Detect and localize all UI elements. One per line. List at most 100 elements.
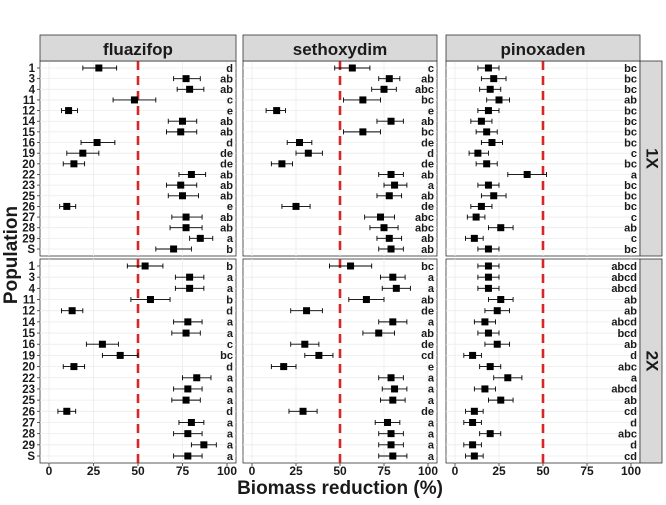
y-tick-label: 23	[22, 384, 35, 396]
letter-label-pinoxaden-1X: bc	[624, 191, 637, 203]
letter-label-sethoxydim-2X: a	[428, 451, 435, 463]
x-tick-label: 25	[289, 464, 303, 478]
data-point-sethoxydim-2X	[347, 262, 355, 270]
letter-label-pinoxaden-2X: ab	[624, 306, 637, 318]
letter-label-fluazifop-2X: a	[227, 283, 234, 295]
data-point-fluazifop-2X	[116, 351, 124, 359]
letter-label-fluazifop-1X: ab	[220, 116, 233, 128]
letter-label-sethoxydim-2X: ab	[421, 328, 434, 340]
letter-label-fluazifop-2X: bc	[220, 350, 233, 362]
letter-label-sethoxydim-1X: ab	[421, 233, 434, 245]
letter-label-sethoxydim-2X: a	[428, 373, 435, 385]
data-point-sethoxydim-2X	[303, 307, 311, 315]
strip-1X	[639, 60, 663, 257]
data-point-pinoxaden-1X	[497, 224, 505, 232]
data-point-sethoxydim-2X	[280, 363, 288, 371]
data-point-sethoxydim-1X	[385, 192, 393, 200]
letter-label-pinoxaden-2X: d	[630, 350, 637, 362]
letter-label-pinoxaden-1X: c	[631, 212, 637, 224]
letter-label-fluazifop-2X: a	[227, 272, 234, 284]
data-point-pinoxaden-2X	[484, 262, 492, 270]
data-point-fluazifop-1X	[179, 192, 186, 200]
letter-label-fluazifop-2X: a	[227, 440, 234, 452]
data-point-sethoxydim-2X	[362, 296, 370, 304]
data-point-pinoxaden-1X	[484, 245, 492, 253]
letter-label-fluazifop-2X: d	[226, 306, 233, 318]
letter-label-fluazifop-2X: d	[226, 361, 233, 373]
data-point-sethoxydim-2X	[387, 374, 395, 382]
letter-label-fluazifop-1X: ab	[220, 73, 233, 85]
data-point-pinoxaden-2X	[497, 296, 505, 304]
letter-label-pinoxaden-2X: cd	[624, 451, 637, 463]
y-tick-label: 1	[29, 63, 36, 75]
letter-label-sethoxydim-1X: a	[428, 180, 435, 192]
letter-label-pinoxaden-2X: bcd	[617, 328, 637, 340]
data-point-fluazifop-1X	[70, 160, 78, 168]
data-point-sethoxydim-1X	[385, 234, 393, 242]
data-point-fluazifop-2X	[182, 329, 190, 337]
letter-label-fluazifop-2X: c	[227, 339, 233, 351]
y-tick-label: 16	[22, 138, 35, 150]
x-tick-label: 0	[249, 464, 256, 478]
y-tick-label: 25	[22, 395, 35, 407]
letter-label-fluazifop-1X: de	[220, 159, 233, 171]
letter-label-sethoxydim-2X: cd	[421, 350, 434, 362]
data-point-sethoxydim-2X	[392, 284, 400, 292]
letter-label-fluazifop-2X: a	[227, 328, 234, 340]
letter-label-pinoxaden-1X: c	[631, 148, 637, 160]
data-point-pinoxaden-1X	[490, 75, 498, 83]
data-point-sethoxydim-2X	[387, 430, 395, 438]
data-point-pinoxaden-2X	[469, 441, 477, 449]
letter-label-pinoxaden-1X: bc	[624, 116, 637, 128]
letter-label-sethoxydim-2X: a	[428, 428, 435, 440]
y-tick-label: S	[27, 451, 35, 463]
letter-label-fluazifop-2X: d	[226, 406, 233, 418]
letter-label-pinoxaden-2X: abc	[618, 428, 637, 440]
y-tick-label: 28	[22, 223, 35, 235]
strip-pinoxaden	[445, 34, 641, 62]
letter-label-sethoxydim-1X: e	[428, 105, 434, 117]
data-point-sethoxydim-1X	[296, 139, 304, 147]
y-tick-label: 23	[22, 180, 35, 192]
data-point-sethoxydim-1X	[391, 181, 399, 189]
data-point-pinoxaden-1X	[477, 202, 485, 210]
data-point-fluazifop-1X	[182, 75, 190, 83]
data-point-pinoxaden-1X	[523, 170, 531, 178]
data-point-sethoxydim-1X	[380, 85, 388, 93]
letter-label-pinoxaden-1X: bc	[624, 180, 637, 192]
data-point-fluazifop-2X	[68, 307, 76, 315]
y-tick-label: 15	[22, 127, 35, 139]
letter-label-fluazifop-2X: b	[226, 261, 233, 273]
letter-label-fluazifop-1X: ab	[220, 84, 233, 96]
y-tick-label: 26	[22, 201, 35, 213]
data-point-sethoxydim-1X	[278, 160, 286, 168]
data-point-sethoxydim-1X	[304, 149, 312, 157]
data-point-pinoxaden-2X	[484, 329, 492, 337]
letter-label-pinoxaden-2X: a	[631, 373, 638, 385]
x-tick-label: 100	[217, 464, 237, 478]
data-point-sethoxydim-1X	[273, 107, 281, 115]
data-point-pinoxaden-2X	[504, 374, 512, 382]
data-point-fluazifop-1X	[186, 85, 194, 93]
data-point-pinoxaden-2X	[486, 430, 494, 438]
x-tick-label: 25	[492, 464, 506, 478]
data-point-pinoxaden-1X	[490, 192, 498, 200]
y-tick-label: 26	[22, 406, 35, 418]
data-point-sethoxydim-2X	[389, 396, 397, 404]
strip-label-2X: 2X	[643, 351, 662, 372]
data-point-sethoxydim-1X	[376, 213, 384, 221]
letter-label-fluazifop-2X: a	[227, 451, 234, 463]
x-tick-label: 0	[452, 464, 459, 478]
y-tick-label: 12	[22, 106, 35, 118]
letter-label-pinoxaden-2X: abcd	[611, 317, 637, 329]
x-tick-label: 100	[621, 464, 641, 478]
x-tick-label: 50	[131, 464, 145, 478]
strip-label-1X: 1X	[643, 148, 662, 169]
letter-label-fluazifop-1X: e	[227, 201, 233, 213]
letter-label-pinoxaden-1X: bc	[624, 127, 637, 139]
letter-label-sethoxydim-2X: de	[421, 339, 434, 351]
data-point-sethoxydim-2X	[384, 418, 392, 426]
letter-label-fluazifop-1X: e	[227, 105, 233, 117]
letter-label-pinoxaden-2X: d	[630, 440, 637, 452]
